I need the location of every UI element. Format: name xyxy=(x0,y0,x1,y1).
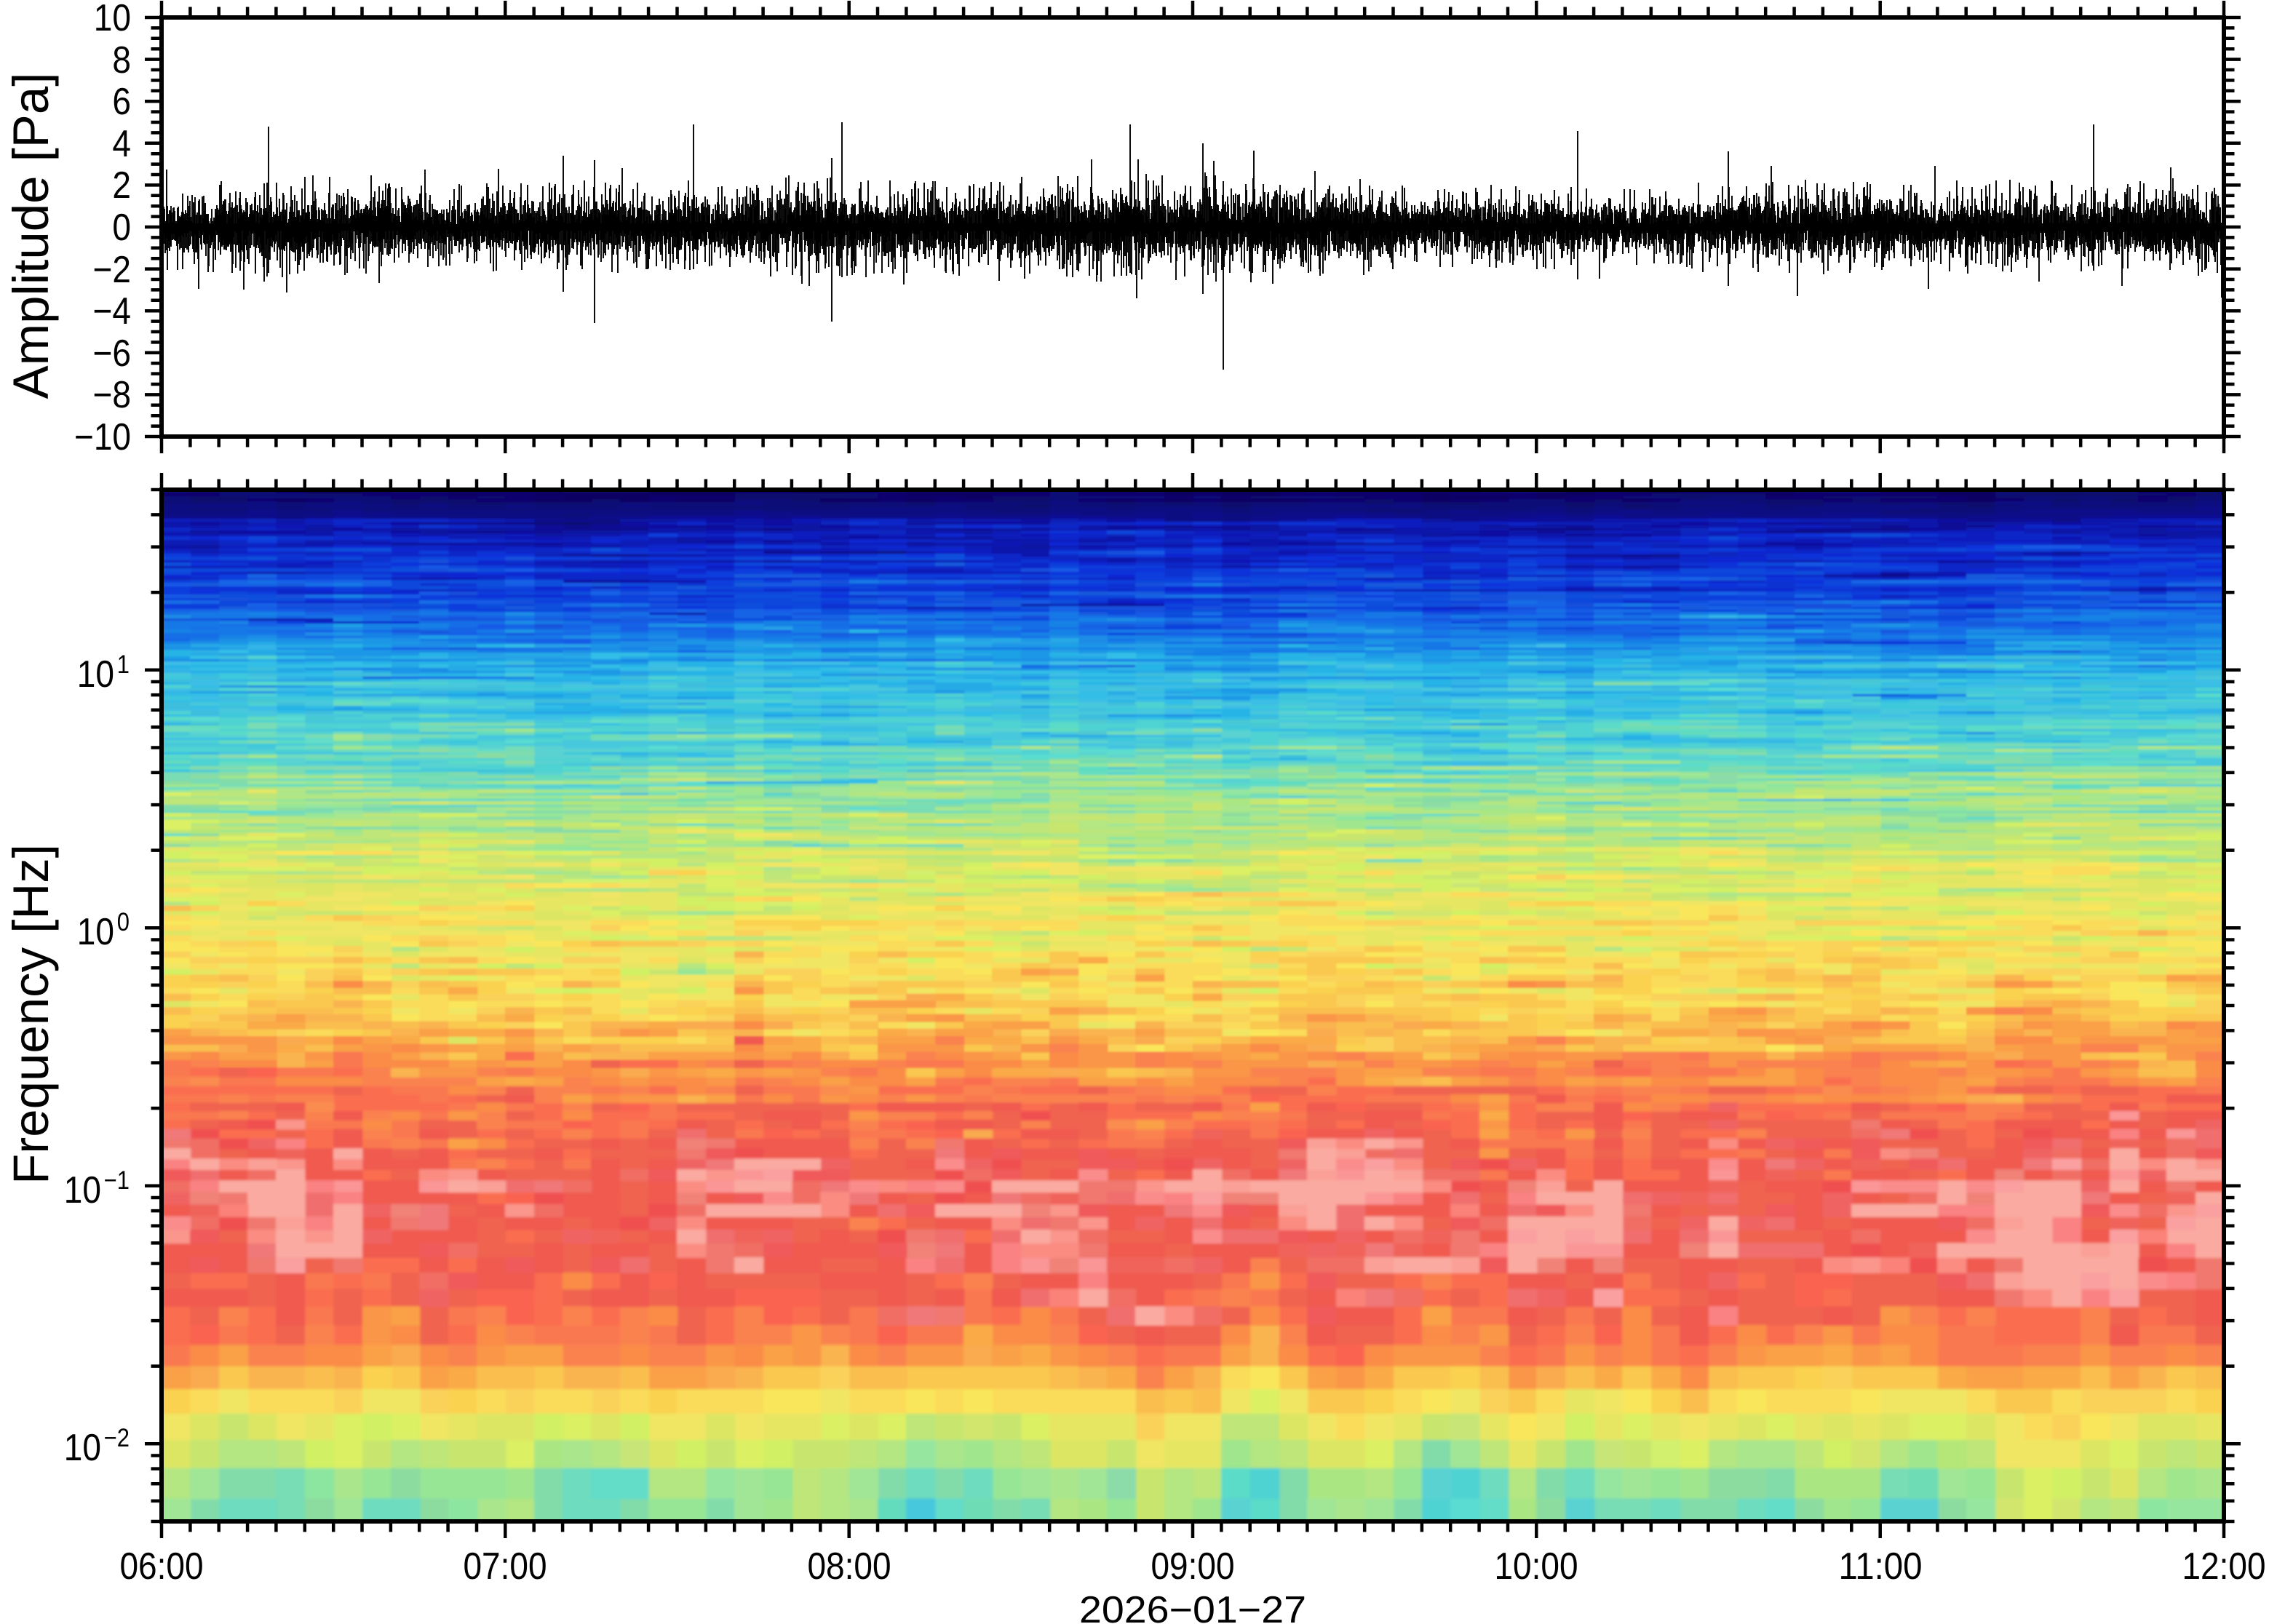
svg-text:11:00: 11:00 xyxy=(1838,1545,1922,1588)
svg-text:0: 0 xyxy=(112,207,131,249)
svg-text:07:00: 07:00 xyxy=(463,1545,547,1588)
svg-text:10: 10 xyxy=(94,0,131,39)
svg-text:10: 10 xyxy=(77,911,114,953)
svg-text:10:00: 10:00 xyxy=(1494,1545,1578,1588)
svg-text:2026−01−27: 2026−01−27 xyxy=(1079,1589,1306,1624)
svg-text:0: 0 xyxy=(117,908,130,936)
svg-text:−10: −10 xyxy=(74,416,131,458)
svg-text:10: 10 xyxy=(64,1169,101,1211)
svg-text:09:00: 09:00 xyxy=(1151,1545,1234,1588)
svg-text:−6: −6 xyxy=(93,333,132,375)
svg-text:06:00: 06:00 xyxy=(119,1545,203,1588)
svg-text:−4: −4 xyxy=(93,290,132,333)
svg-text:10: 10 xyxy=(64,1427,101,1469)
svg-text:Amplitude [Pa]: Amplitude [Pa] xyxy=(3,73,59,399)
svg-text:4: 4 xyxy=(112,123,131,165)
svg-text:−2: −2 xyxy=(104,1424,130,1452)
svg-text:6: 6 xyxy=(112,81,131,123)
svg-text:−1: −1 xyxy=(104,1166,130,1195)
svg-text:08:00: 08:00 xyxy=(807,1545,891,1588)
svg-text:10: 10 xyxy=(77,653,114,696)
svg-text:12:00: 12:00 xyxy=(2182,1545,2265,1588)
svg-text:8: 8 xyxy=(112,39,131,81)
svg-text:2: 2 xyxy=(112,164,131,207)
svg-text:1: 1 xyxy=(117,650,130,679)
svg-text:−8: −8 xyxy=(93,374,132,416)
svg-text:−2: −2 xyxy=(93,249,132,291)
svg-text:Frequency [Hz]: Frequency [Hz] xyxy=(3,844,59,1185)
